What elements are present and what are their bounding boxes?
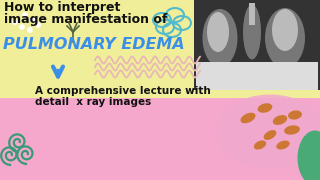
Ellipse shape: [207, 12, 229, 52]
Circle shape: [23, 13, 27, 17]
Text: image manifestation of: image manifestation of: [4, 13, 167, 26]
Ellipse shape: [276, 141, 290, 149]
FancyBboxPatch shape: [194, 0, 320, 90]
Ellipse shape: [203, 9, 237, 67]
Ellipse shape: [264, 130, 276, 140]
Ellipse shape: [273, 115, 287, 125]
Circle shape: [31, 18, 35, 22]
Text: A comprehensive lecture with: A comprehensive lecture with: [35, 86, 211, 96]
Ellipse shape: [265, 8, 305, 68]
Circle shape: [20, 25, 24, 29]
Ellipse shape: [272, 9, 298, 51]
Text: PULMONARY EDEMA: PULMONARY EDEMA: [3, 37, 185, 52]
Ellipse shape: [288, 110, 302, 120]
Circle shape: [36, 23, 40, 27]
FancyBboxPatch shape: [249, 3, 255, 25]
FancyBboxPatch shape: [196, 62, 318, 90]
Ellipse shape: [298, 130, 320, 180]
Ellipse shape: [284, 125, 300, 135]
Text: detail  x ray images: detail x ray images: [35, 97, 151, 107]
FancyBboxPatch shape: [0, 98, 320, 180]
Ellipse shape: [254, 140, 266, 150]
Ellipse shape: [243, 4, 261, 60]
Text: How to interpret: How to interpret: [4, 1, 120, 14]
Circle shape: [13, 20, 17, 24]
Circle shape: [28, 28, 32, 32]
Ellipse shape: [241, 113, 255, 123]
Ellipse shape: [215, 94, 320, 170]
Ellipse shape: [258, 103, 272, 113]
